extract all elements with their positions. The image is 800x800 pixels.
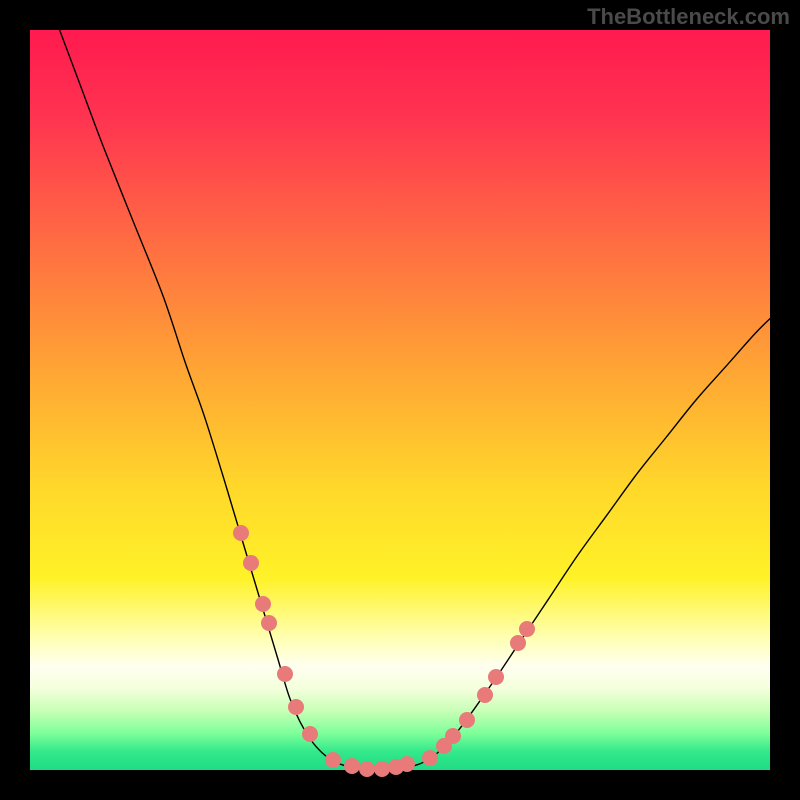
data-marker [243,555,259,571]
data-marker [255,596,271,612]
data-marker [233,525,249,541]
data-marker [374,761,390,777]
data-marker [359,761,375,777]
data-marker [459,712,475,728]
data-marker [288,699,304,715]
data-marker [261,615,277,631]
data-marker [488,669,504,685]
data-marker [302,726,318,742]
data-marker [325,752,341,768]
data-marker [344,758,360,774]
data-marker [422,750,438,766]
data-marker [519,621,535,637]
data-marker [445,728,461,744]
data-marker [399,756,415,772]
plot-area [30,30,770,770]
data-marker [510,635,526,651]
data-marker [477,687,493,703]
curve-layer [30,30,770,770]
watermark-text: TheBottleneck.com [587,4,790,30]
bottleneck-curve [60,30,770,769]
data-marker [277,666,293,682]
chart-canvas: TheBottleneck.com [0,0,800,800]
